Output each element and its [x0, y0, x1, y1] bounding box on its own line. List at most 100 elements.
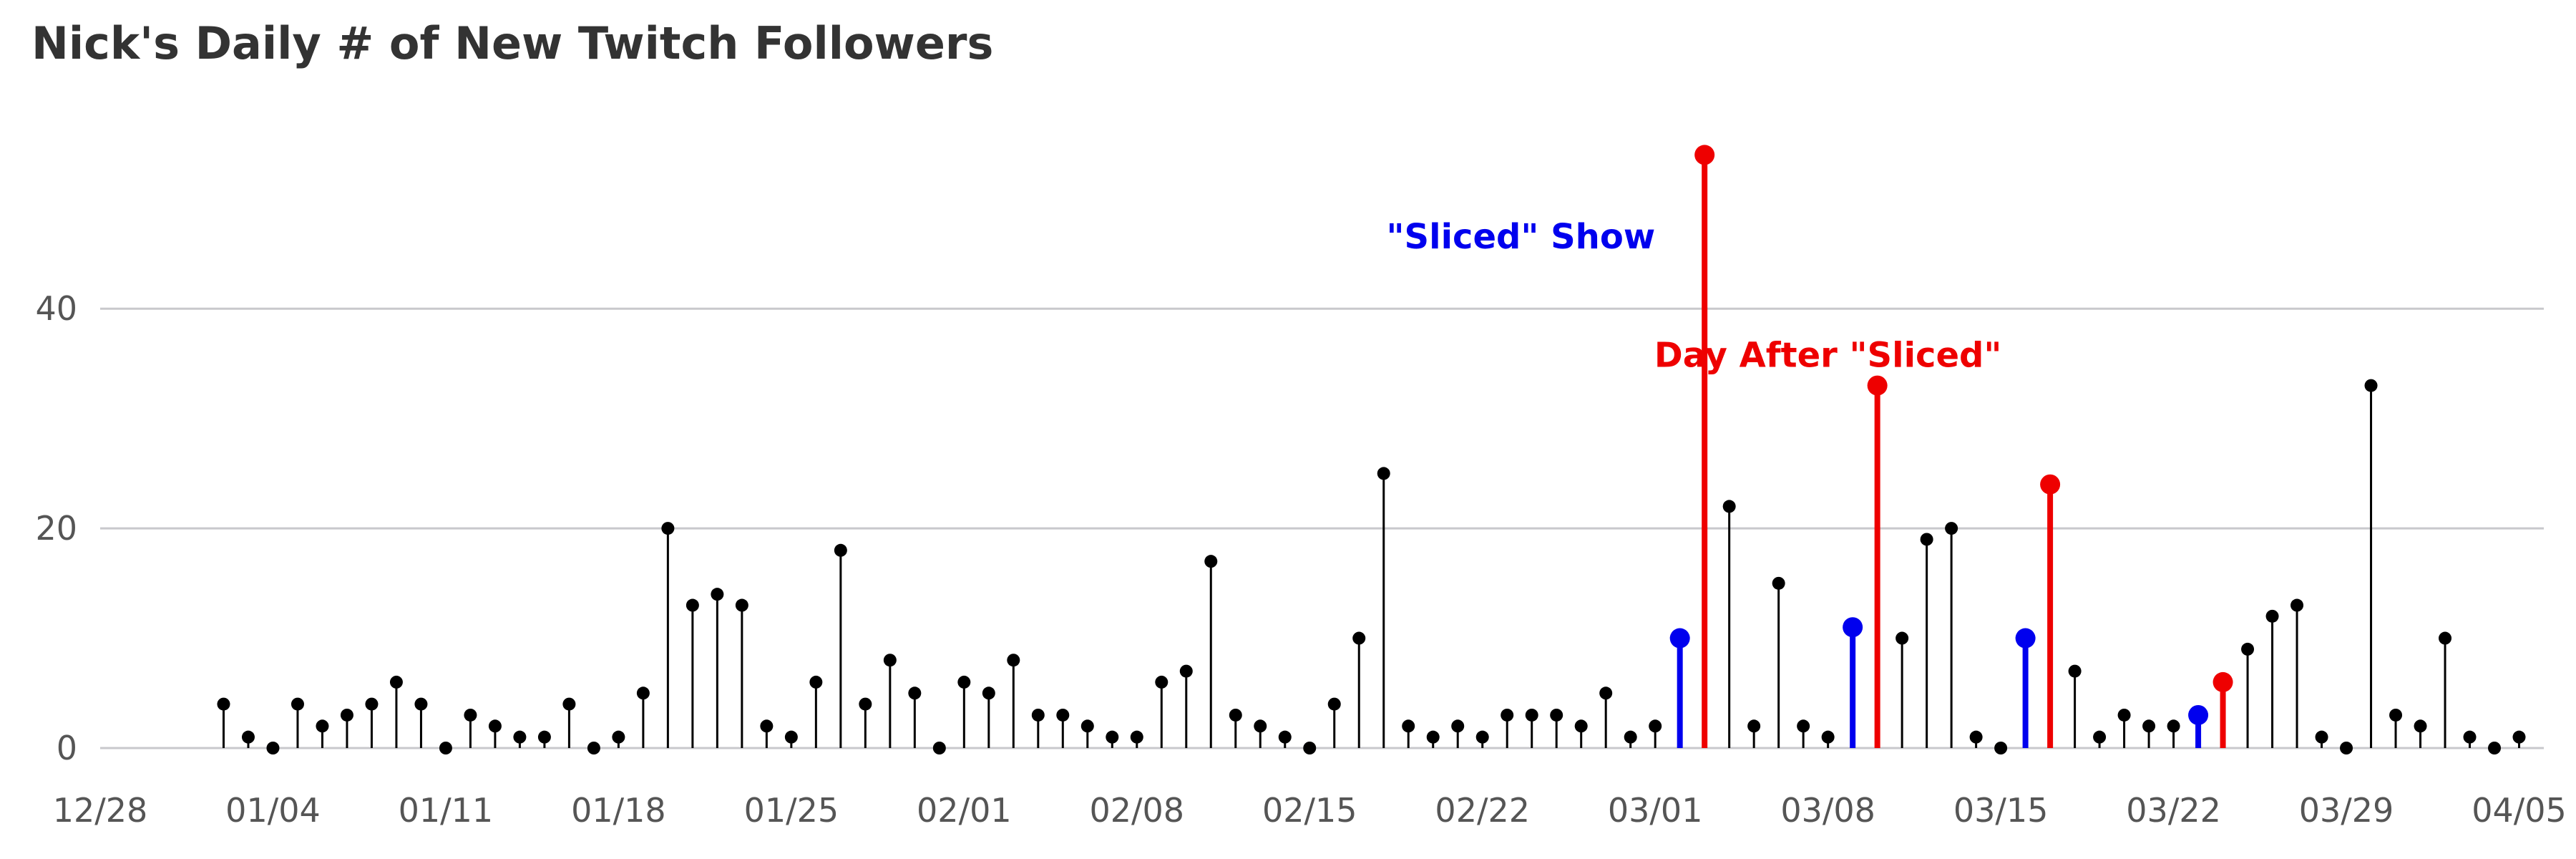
- data-point: [1772, 576, 1785, 590]
- data-point: [414, 697, 428, 711]
- data-point: [439, 742, 452, 754]
- y-tick-label: 20: [35, 509, 77, 548]
- data-point: [2093, 730, 2107, 744]
- data-point: [784, 730, 798, 744]
- data-point: [2068, 664, 2082, 678]
- data-point: [1303, 742, 1317, 754]
- data-point: [1080, 719, 1094, 733]
- data-point: [908, 686, 922, 700]
- data-point: [1550, 708, 1563, 722]
- highlight-point: [1867, 375, 1888, 396]
- data-point: [1920, 533, 1933, 546]
- data-point: [1475, 730, 1489, 744]
- data-point: [2389, 708, 2403, 722]
- data-point: [883, 654, 897, 667]
- data-point: [612, 730, 625, 744]
- data-point: [2265, 609, 2279, 623]
- data-point: [1106, 730, 1119, 744]
- data-point: [1352, 631, 1366, 645]
- data-point: [1574, 719, 1588, 733]
- data-point: [1402, 719, 1415, 733]
- data-point: [1031, 708, 1045, 722]
- x-tick-label: 03/08: [1780, 791, 1875, 830]
- data-point: [1525, 708, 1538, 722]
- data-point: [316, 719, 329, 733]
- data-point: [636, 686, 650, 700]
- x-tick-label: 01/25: [744, 791, 839, 830]
- data-point: [1451, 719, 1465, 733]
- data-point: [760, 719, 774, 733]
- data-point: [809, 675, 823, 689]
- data-point: [2439, 631, 2452, 645]
- data-point: [1229, 708, 1242, 722]
- data-point: [365, 697, 379, 711]
- data-point: [1254, 719, 1267, 733]
- data-point: [1624, 730, 1637, 744]
- x-tick-label: 02/22: [1435, 791, 1530, 830]
- data-point: [711, 588, 724, 601]
- data-point: [340, 708, 353, 722]
- chart-annotations: "Sliced" Show Day After "Sliced": [1387, 217, 2002, 376]
- highlight-point: [1843, 617, 1863, 638]
- data-point: [562, 697, 576, 711]
- axis-tick-labels: 0 20 40 12/28 01/04 01/11 01/18 01/25 02/01 02/08…: [35, 289, 2566, 830]
- data-point: [1797, 719, 1810, 733]
- data-point: [834, 543, 847, 557]
- data-point: [686, 598, 699, 612]
- x-tick-label: 03/22: [2126, 791, 2221, 830]
- highlight-point: [1694, 145, 1715, 165]
- data-point: [1821, 730, 1835, 744]
- x-tick-label: 03/01: [1608, 791, 1703, 830]
- data-point: [1501, 708, 1514, 722]
- x-tick-label: 03/15: [1953, 791, 2049, 830]
- data-point: [1327, 697, 1341, 711]
- data-point: [1945, 522, 1958, 535]
- data-point: [217, 697, 230, 711]
- highlight-point: [1669, 628, 1690, 649]
- data-point: [1426, 730, 1440, 744]
- x-tick-label: 02/01: [917, 791, 1012, 830]
- data-point: [1056, 708, 1070, 722]
- data-point: [537, 730, 551, 744]
- gridlines: [100, 307, 2544, 749]
- data-point: [1155, 675, 1169, 689]
- x-tick-label: 03/29: [2299, 791, 2394, 830]
- data-point: [2364, 379, 2378, 392]
- data-point: [1994, 742, 2008, 754]
- data-point: [957, 675, 971, 689]
- x-tick-label: 01/04: [225, 791, 321, 830]
- x-tick-label: 01/18: [571, 791, 666, 830]
- x-tick-label: 12/28: [53, 791, 148, 830]
- data-point: [1649, 719, 1662, 733]
- data-point: [2512, 730, 2526, 744]
- data-point: [587, 742, 600, 754]
- data-point: [291, 697, 304, 711]
- data-point: [1969, 730, 1983, 744]
- data-point: [2241, 642, 2255, 656]
- data-point: [1722, 500, 1736, 513]
- data-point: [1179, 664, 1193, 678]
- data-point: [1747, 719, 1761, 733]
- highlight-point: [2015, 628, 2036, 649]
- data-point: [2414, 719, 2427, 733]
- data-point: [2167, 719, 2180, 733]
- chart-title: Nick's Daily # of New Twitch Followers: [31, 17, 994, 69]
- data-point: [2117, 708, 2131, 722]
- sliced-show-label: "Sliced" Show: [1387, 217, 1656, 257]
- data-point: [2290, 598, 2304, 612]
- lollipop-dots: [217, 145, 2526, 754]
- highlight-point: [2040, 474, 2061, 495]
- data-point: [1130, 730, 1143, 744]
- data-point: [2340, 742, 2353, 754]
- data-point: [982, 686, 995, 700]
- data-point: [389, 675, 403, 689]
- data-point: [1278, 730, 1292, 744]
- data-point: [1007, 654, 1020, 667]
- data-point: [488, 719, 502, 733]
- highlight-point: [2212, 671, 2233, 692]
- data-point: [266, 742, 280, 754]
- y-tick-label: 40: [35, 289, 77, 328]
- data-point: [859, 697, 872, 711]
- data-point: [1204, 555, 1218, 568]
